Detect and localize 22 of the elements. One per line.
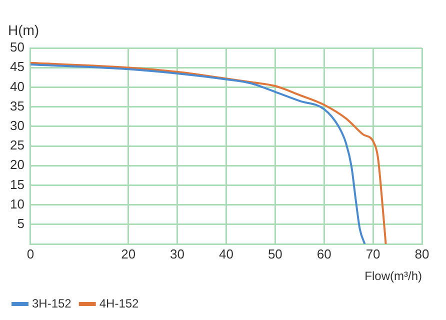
y-tick-label: 25 <box>10 138 24 153</box>
x-axis-title: Flow(m³/h) <box>364 269 422 284</box>
x-tick-label: 30 <box>170 246 185 262</box>
y-tick-label: 40 <box>10 78 24 94</box>
y-tick-label: 35 <box>10 98 24 114</box>
y-tick-label: 20 <box>10 157 24 172</box>
y-tick-label: 45 <box>10 59 24 74</box>
y-tick-label: 30 <box>10 118 24 133</box>
x-tick-label: 70 <box>366 246 380 262</box>
y-tick-label: 5 <box>17 216 24 231</box>
y-tick-label: 15 <box>10 176 24 192</box>
y-tick-label: 10 <box>10 196 24 212</box>
x-tick-label: 0 <box>26 246 34 262</box>
y-axis-title: H(m) <box>8 22 40 38</box>
legend-label: 4H-152 <box>99 296 140 310</box>
x-tick-label: 80 <box>414 246 430 262</box>
x-tick-label: 50 <box>268 246 282 262</box>
legend-label: 3H-152 <box>32 296 72 310</box>
x-tick-label: 20 <box>121 246 136 262</box>
x-tick-label: 60 <box>316 246 332 262</box>
y-tick-label: 50 <box>10 40 24 55</box>
x-tick-label: 40 <box>218 246 234 262</box>
